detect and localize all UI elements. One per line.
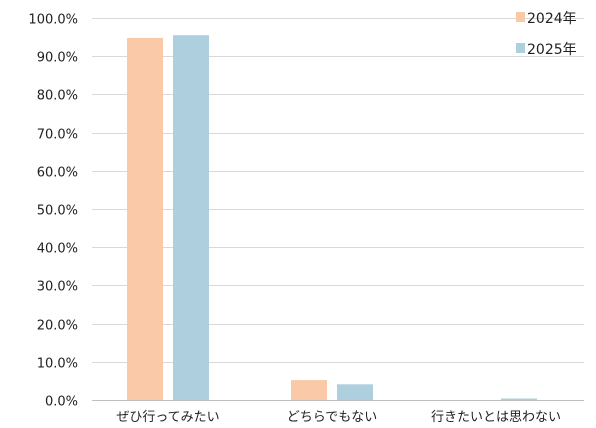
legend: 2024年 2025年 bbox=[516, 11, 577, 58]
y-tick-label: 100.0% bbox=[28, 13, 78, 28]
x-category-label: ぜひ行ってみたい bbox=[116, 410, 219, 425]
legend-swatch bbox=[516, 43, 525, 53]
y-tick-label: 10.0% bbox=[37, 357, 78, 372]
y-tick-label: 50.0% bbox=[37, 204, 78, 219]
x-category-label: 行きたいとは思わない bbox=[431, 410, 561, 425]
y-tick-label: 30.0% bbox=[37, 280, 78, 295]
bar-2025年-どちらでもない bbox=[337, 384, 373, 400]
bar-2025年-ぜひ行ってみたい bbox=[173, 35, 209, 400]
y-tick-label: 40.0% bbox=[37, 242, 78, 257]
legend-label: 2025年 bbox=[527, 42, 577, 58]
y-tick-label: 20.0% bbox=[37, 319, 78, 334]
x-axis-category-labels: ぜひ行ってみたい どちらでもない 行きたいとは思わない bbox=[116, 410, 561, 425]
bar-2024年-どちらでもない bbox=[291, 380, 327, 400]
gridlines bbox=[92, 18, 584, 401]
bars bbox=[127, 35, 537, 401]
legend-swatch bbox=[516, 12, 525, 22]
y-tick-label: 60.0% bbox=[37, 166, 78, 181]
y-tick-label: 80.0% bbox=[37, 89, 78, 104]
bar-2024年-ぜひ行ってみたい bbox=[127, 37, 163, 401]
x-category-label: どちらでもない bbox=[287, 410, 378, 425]
bar-2025年-行きたいとは思わない bbox=[501, 398, 537, 400]
y-tick-label: 90.0% bbox=[37, 51, 78, 66]
y-axis-tick-labels: 0.0% 10.0% 20.0% 30.0% 40.0% 50.0% 60.0% 70.0% 8… bbox=[28, 13, 78, 410]
y-tick-label: 70.0% bbox=[37, 128, 78, 143]
legend-label: 2024年 bbox=[527, 11, 577, 27]
y-tick-label: 0.0% bbox=[45, 395, 78, 410]
